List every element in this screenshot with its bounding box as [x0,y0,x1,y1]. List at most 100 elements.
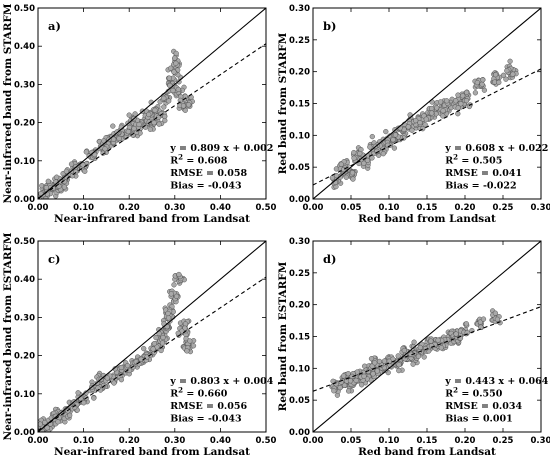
data-point [333,172,340,179]
stat-line: R2 = 0.550 [445,386,502,400]
data-point [413,117,419,124]
data-point [146,111,152,118]
data-point [173,50,179,57]
data-point [147,126,153,132]
x-tick-label: 0.10 [379,436,400,446]
data-point [124,362,131,369]
data-point [417,344,423,351]
stat-line: R2 = 0.505 [445,153,502,167]
panel-label: c) [48,252,60,266]
x-axis-label: Near-infrared band from Landsat [54,213,250,225]
data-point [410,344,417,350]
y-tick-label: 0.20 [289,68,310,78]
data-point [166,75,172,81]
data-point [504,68,510,74]
data-point [55,419,61,425]
data-point [118,364,124,371]
y-tick-label: 0.15 [289,333,310,343]
x-tick-label: 0.20 [119,203,140,213]
x-tick-label: 0.00 [303,436,324,446]
data-point [180,103,187,109]
x-tick-label: 0.10 [73,203,94,213]
data-point [417,119,423,126]
panel-label: a) [48,19,61,33]
data-point [428,338,434,344]
data-point [101,138,107,144]
data-point [463,97,470,104]
data-point [434,105,440,111]
data-point [503,76,509,82]
data-point [175,86,181,93]
data-point [364,157,371,164]
one-to-one-line [313,241,541,432]
data-point [453,98,459,104]
data-point [160,334,166,341]
data-point [168,291,174,297]
stat-line: y = 0.608 x + 0.022 [444,143,548,154]
data-point [156,121,162,127]
data-point [190,343,197,349]
x-axis-label: Red band from Landsat [358,446,496,458]
data-point [463,89,470,96]
x-axis-label: Near-infrared band from Landsat [54,446,250,458]
panel-b: 0.00 0.05 0.10 0.15 0.20 0.25 0.30 0.00 0.05 0.10… [277,4,550,225]
data-point [173,293,180,299]
stat-line: y = 0.809 x + 0.002 [169,143,273,154]
data-point [463,321,470,327]
data-point [421,354,427,360]
x-tick-label: 0.00 [28,203,49,213]
data-point [45,178,51,184]
data-point [43,184,50,191]
y-tick-label: 0.15 [289,100,310,110]
y-tick-label: 0.50 [14,237,35,247]
stat-line: RMSE = 0.058 [170,168,247,179]
x-tick-label: 0.25 [493,203,514,213]
y-tick-label: 0.00 [14,195,35,205]
y-tick-label: 0.00 [289,428,310,438]
y-tick-label: 0.10 [14,157,35,167]
data-point [171,282,177,288]
data-point [341,382,348,388]
stat-line: Bias = -0.043 [170,181,241,192]
data-point [351,155,357,161]
data-point [166,98,172,104]
data-point [184,348,190,354]
x-tick-label: 0.20 [455,436,476,446]
data-point [492,310,499,316]
data-point [411,339,417,345]
data-point [347,378,354,384]
axes-frame [37,240,267,433]
y-tick-label: 0.05 [289,163,310,173]
data-point [81,400,87,406]
y-tick-label: 0.10 [14,390,35,400]
data-point [437,99,444,105]
y-tick-label: 0.40 [14,42,35,52]
stat-line: y = 0.443 x + 0.064 [444,376,549,387]
data-point [331,388,337,394]
data-point [125,128,131,135]
data-point [155,114,162,121]
data-point [438,345,444,351]
y-tick-label: 0.25 [289,269,310,279]
data-point [116,135,122,142]
data-point [171,69,177,75]
data-point [67,412,73,418]
panel-label: b) [323,19,336,33]
data-point [369,133,375,140]
x-tick-label: 0.40 [210,203,231,213]
data-point [151,340,158,347]
y-tick-label: 0.20 [14,352,35,362]
data-point [187,338,193,344]
stat-line: Bias = -0.043 [170,414,241,425]
data-point [126,112,132,118]
data-point [353,377,359,384]
panel-d: 0.00 0.05 0.10 0.15 0.20 0.25 0.30 0.00 0.05 0.10… [277,237,550,458]
data-point [158,347,164,354]
data-point [165,315,172,321]
data-point [177,97,183,104]
x-tick-label: 0.10 [379,203,400,213]
data-point [474,79,480,86]
y-axis-label: Red band from ESTARFM [277,261,289,411]
stat-line: Bias = 0.001 [445,414,512,425]
